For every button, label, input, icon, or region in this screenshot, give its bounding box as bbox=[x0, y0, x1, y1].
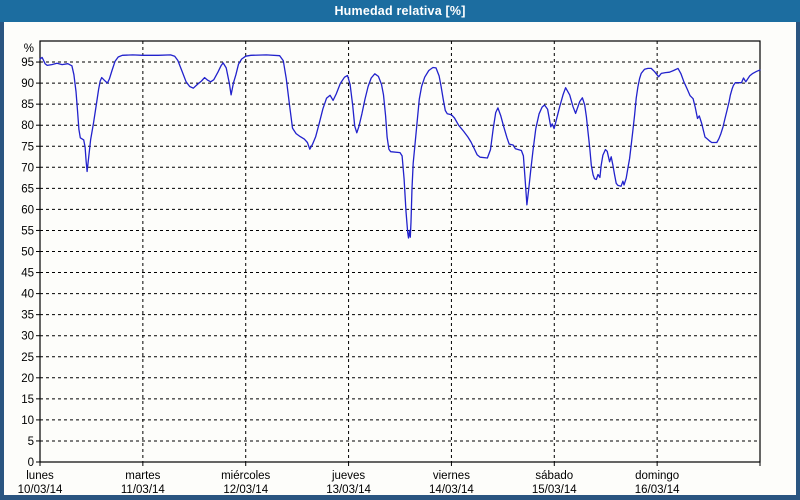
window-title: Humedad relativa [%] bbox=[334, 4, 466, 18]
window-border-left bbox=[0, 22, 4, 500]
day-name-label: sábado bbox=[535, 470, 573, 482]
humidity-line bbox=[39, 54, 761, 239]
y-tick-label: 55 bbox=[21, 225, 34, 237]
y-tick-label: 75 bbox=[21, 141, 34, 153]
y-tick-label: 40 bbox=[21, 289, 34, 301]
day-name-label: lunes bbox=[26, 470, 54, 482]
y-tick-label: 65 bbox=[21, 183, 34, 195]
y-tick-label: 60 bbox=[21, 204, 34, 216]
chart-background bbox=[0, 22, 800, 500]
y-tick-label: 80 bbox=[21, 120, 34, 132]
window-border-right bbox=[796, 22, 800, 500]
y-tick-label: 25 bbox=[21, 352, 34, 364]
window-border-bottom bbox=[0, 495, 800, 500]
day-date-label: 11/03/14 bbox=[121, 484, 166, 496]
day-date-label: 10/03/14 bbox=[18, 484, 63, 496]
chart-svg: 0 5 10 15 20 25 30 35 40 45 50 55 60 65 70 75 80 85 90 95% l… bbox=[0, 22, 800, 500]
day-name-label: domingo bbox=[635, 470, 679, 482]
y-tick-label: 35 bbox=[21, 310, 34, 322]
y-tick-label: 70 bbox=[21, 162, 34, 174]
day-name-label: miércoles bbox=[221, 470, 270, 482]
y-tick-label: 20 bbox=[21, 373, 34, 385]
day-date-label: 16/03/14 bbox=[635, 484, 680, 496]
day-date-label: 15/03/14 bbox=[532, 484, 577, 496]
y-tick-label: 45 bbox=[21, 268, 34, 280]
day-date-label: 14/03/14 bbox=[429, 484, 474, 496]
y-tick-label: 0 bbox=[28, 457, 34, 469]
day-date-label: 12/03/14 bbox=[223, 484, 268, 496]
day-name-label: viernes bbox=[433, 470, 470, 482]
y-tick-label: 50 bbox=[21, 247, 34, 259]
y-axis-unit-label: % bbox=[24, 43, 34, 55]
day-date-label: 13/03/14 bbox=[326, 484, 371, 496]
y-tick-label: 95 bbox=[21, 57, 34, 69]
day-name-label: jueves bbox=[331, 470, 365, 482]
y-tick-label: 5 bbox=[28, 436, 34, 448]
y-tick-label: 10 bbox=[21, 415, 34, 427]
y-tick-label: 15 bbox=[21, 394, 34, 406]
y-tick-label: 85 bbox=[21, 99, 34, 111]
y-tick-label: 90 bbox=[21, 78, 34, 90]
day-name-label: martes bbox=[125, 470, 160, 482]
y-tick-label: 30 bbox=[21, 331, 34, 343]
window-titlebar: Humedad relativa [%] bbox=[0, 0, 800, 22]
plot-border bbox=[39, 40, 761, 463]
